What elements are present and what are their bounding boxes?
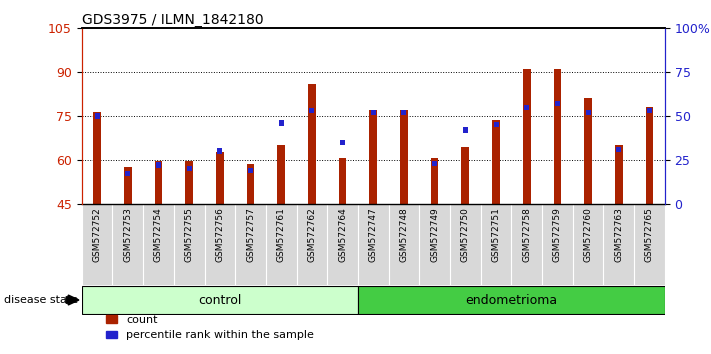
Text: GSM572752: GSM572752 [92,207,102,262]
Bar [156,162,161,168]
Text: endometrioma: endometrioma [465,293,557,307]
Bar [615,145,623,204]
Bar [586,110,591,115]
Bar [584,98,592,204]
Bar [400,110,408,204]
Bar [646,107,653,204]
Text: GSM572762: GSM572762 [307,207,316,262]
Text: GSM572748: GSM572748 [400,207,408,262]
Bar [247,164,255,204]
Bar [124,167,132,204]
Bar [555,101,560,106]
Bar [463,127,468,133]
Text: GSM572760: GSM572760 [584,207,592,263]
Bar [370,110,376,115]
FancyBboxPatch shape [358,286,665,314]
Bar [218,148,223,154]
Text: GSM572759: GSM572759 [553,207,562,263]
Bar [523,69,530,204]
Legend: count, percentile rank within the sample: count, percentile rank within the sample [102,310,319,345]
Text: GSM572765: GSM572765 [645,207,654,263]
Bar [95,113,100,119]
Bar [431,158,439,204]
Bar [493,122,498,127]
Text: GDS3975 / ILMN_1842180: GDS3975 / ILMN_1842180 [82,13,263,27]
Text: GSM572755: GSM572755 [185,207,193,263]
Bar [187,166,192,171]
Bar [186,161,193,204]
Bar [492,120,500,204]
Text: GSM572750: GSM572750 [461,207,470,263]
Text: GSM572753: GSM572753 [123,207,132,263]
Text: disease state: disease state [4,295,78,305]
Bar [554,69,561,204]
Bar [279,120,284,126]
Text: GSM572758: GSM572758 [522,207,531,263]
Bar [432,161,437,166]
Text: GSM572763: GSM572763 [614,207,624,263]
Bar [93,112,101,204]
Bar [524,104,529,110]
FancyBboxPatch shape [82,286,358,314]
Text: control: control [198,293,242,307]
Bar [616,147,621,152]
Text: GSM572761: GSM572761 [277,207,286,263]
Bar [308,84,316,204]
Bar [370,110,377,204]
Text: GSM572764: GSM572764 [338,207,347,262]
Bar [277,145,285,204]
Text: GSM572747: GSM572747 [369,207,378,262]
Bar [338,158,346,204]
Text: GSM572756: GSM572756 [215,207,225,263]
Bar [340,139,345,145]
Text: GSM572757: GSM572757 [246,207,255,263]
Text: GSM572749: GSM572749 [430,207,439,262]
Bar [309,108,314,113]
Bar [125,171,130,176]
Text: GSM572754: GSM572754 [154,207,163,262]
Bar [461,147,469,204]
Bar [402,110,407,115]
Bar [155,161,162,204]
Bar [647,108,652,113]
Bar [248,168,253,173]
Bar [216,153,224,204]
Text: GSM572751: GSM572751 [491,207,501,263]
